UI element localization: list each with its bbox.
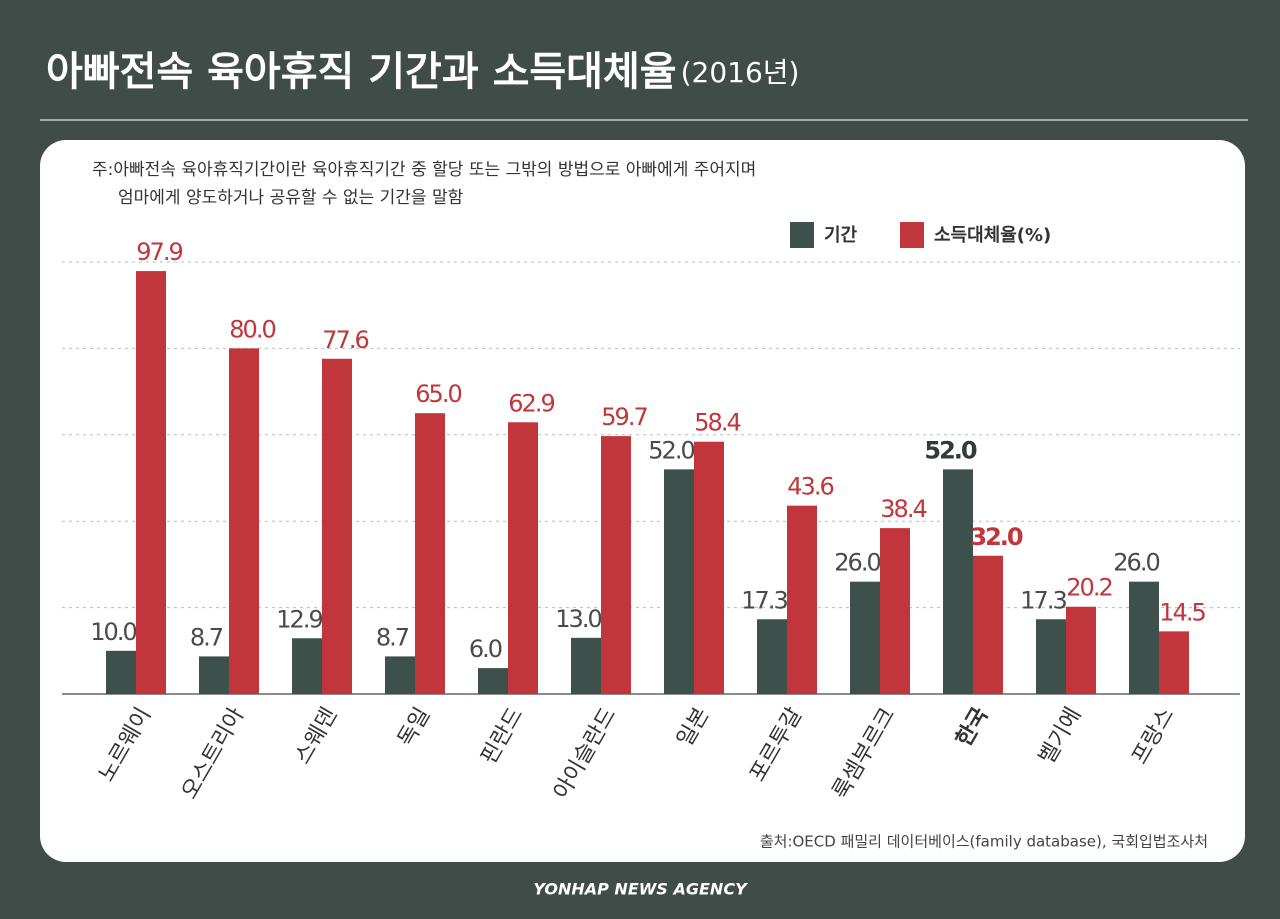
bar (664, 469, 694, 694)
value-label: 77.6 (322, 326, 368, 354)
value-label: 26.0 (1113, 549, 1159, 577)
note: 엄마에게 양도하거나 공유할 수 없는 기간을 말함 (118, 188, 464, 208)
legend-swatch (790, 222, 814, 248)
value-label: 43.6 (787, 473, 833, 501)
title-main: 아빠전속 육아휴직 기간과 소득대체율 (46, 49, 677, 95)
bar (787, 505, 817, 694)
value-label: 8.7 (376, 623, 409, 651)
value-label: 80.0 (229, 315, 275, 343)
value-label: 17.3 (1020, 586, 1066, 614)
value-label: 14.5 (1159, 598, 1205, 626)
legend-swatch (900, 222, 924, 248)
value-label: 59.7 (601, 403, 647, 431)
bar (973, 555, 1003, 694)
value-label: 38.4 (880, 495, 926, 523)
bar (1159, 631, 1189, 694)
value-label: 6.0 (469, 635, 502, 663)
legend: 기간 소득대체율(%) (790, 222, 1051, 248)
value-label: 8.7 (190, 623, 223, 651)
bar (571, 637, 601, 694)
bar (1129, 581, 1159, 694)
value-label: 12.9 (276, 605, 322, 633)
value-label: 13.0 (555, 605, 601, 633)
bar (850, 581, 880, 694)
bar (292, 638, 322, 694)
legend-label: 소득대체율(%) (934, 225, 1051, 246)
bar (943, 469, 973, 694)
bar (229, 348, 259, 694)
value-label: 32.0 (970, 523, 1023, 551)
bar (385, 656, 415, 694)
bar (136, 271, 166, 694)
value-label: 62.9 (508, 389, 554, 417)
value-label: 17.3 (741, 586, 787, 614)
value-label: 52.0 (648, 436, 694, 464)
bar (694, 441, 724, 694)
value-label: 65.0 (415, 380, 461, 408)
bar (601, 436, 631, 694)
value-label: 20.2 (1066, 574, 1111, 602)
bar (508, 422, 538, 694)
bar (199, 656, 229, 694)
value-label: 58.4 (694, 409, 740, 437)
bar (322, 358, 352, 694)
title-suffix: (2016년) (681, 56, 800, 89)
source: 출처:OECD 패밀리 데이터베이스(family database), 국회입… (760, 833, 1208, 851)
bar (106, 650, 136, 694)
chart-title: 아빠전속 육아휴직 기간과 소득대체율 (2016년) (46, 49, 799, 95)
bar (415, 413, 445, 694)
bar (880, 528, 910, 694)
note: 주:아빠전속 육아휴직기간이란 육아휴직기간 중 할당 또는 그밖의 방법으로 … (92, 160, 756, 180)
value-label: 97.9 (136, 238, 182, 266)
bar (757, 619, 787, 694)
bar (1036, 619, 1066, 694)
bar (1066, 606, 1096, 694)
legend-label: 기간 (824, 225, 858, 246)
value-label: 52.0 (924, 436, 977, 464)
bar (478, 668, 508, 694)
value-label: 26.0 (834, 549, 880, 577)
value-label: 10.0 (90, 618, 136, 646)
footer: YONHAP NEWS AGENCY (533, 880, 748, 899)
